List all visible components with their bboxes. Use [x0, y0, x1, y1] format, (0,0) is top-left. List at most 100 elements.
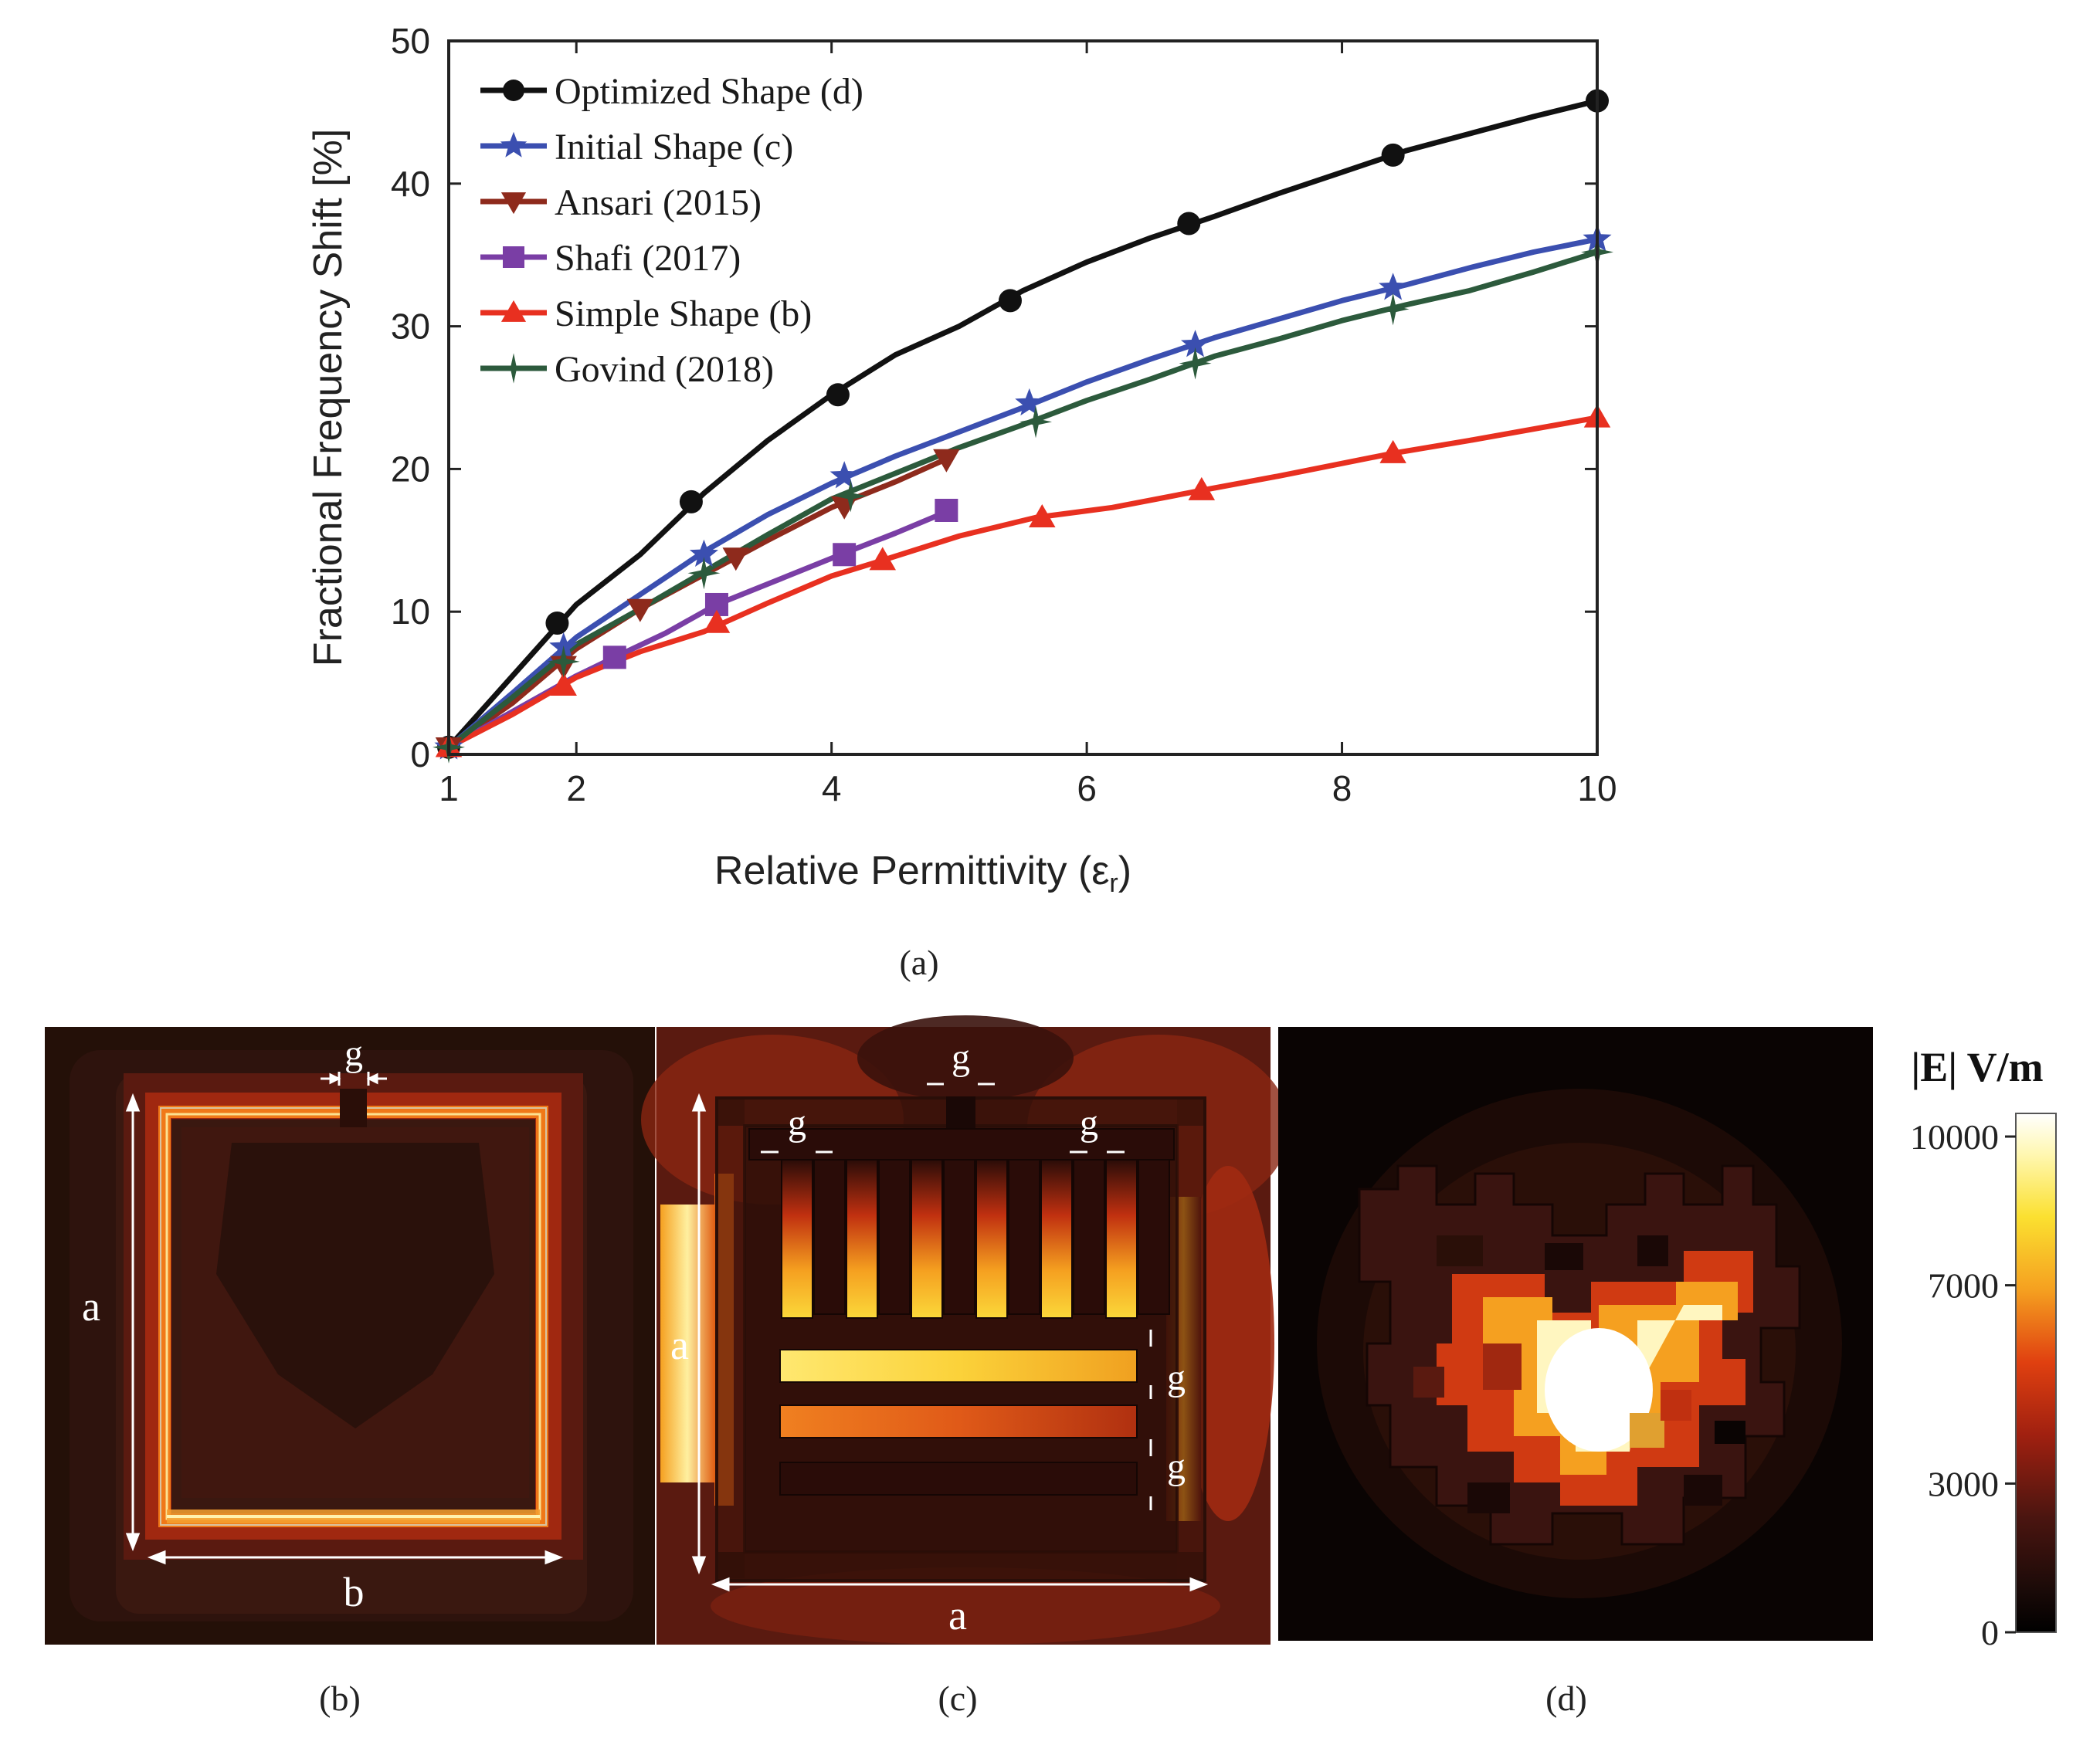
data-point-simple-shape-b — [703, 609, 731, 633]
series-line-shafi-2017 — [446, 509, 949, 751]
panel-c-label-g-left: g — [788, 1103, 806, 1144]
data-point-optimized-shape-d — [545, 611, 569, 635]
panel-d-caption: (d) — [1545, 1679, 1587, 1718]
panel-c-finger — [846, 1159, 878, 1319]
legend-marker-initial-shape-c — [500, 131, 528, 158]
data-point-govind-2018 — [1179, 347, 1212, 380]
panel-c-bar-3 — [779, 1462, 1138, 1496]
panel-b-caption: (b) — [319, 1679, 361, 1718]
x-tick-label: 10 — [1577, 768, 1617, 808]
panel-c-finger — [1105, 1159, 1138, 1319]
data-point-simple-shape-b — [1029, 503, 1056, 527]
x-axis-label-subscript: r — [1109, 869, 1118, 898]
data-point-optimized-shape-d — [679, 490, 703, 513]
data-point-govind-2018 — [687, 557, 721, 590]
data-point-initial-shape-c — [1379, 273, 1408, 300]
panel-d-hole — [1413, 1367, 1444, 1398]
panel-c-finger-dark — [1073, 1159, 1105, 1315]
panel-c-label-a-side: a — [670, 1322, 689, 1368]
panel-d-hole — [1715, 1421, 1745, 1444]
y-tick-label: 20 — [391, 449, 430, 489]
x-tick-label: 1 — [439, 768, 459, 808]
legend-marker-simple-shape-b — [500, 300, 527, 322]
x-tick-label: 2 — [566, 768, 586, 808]
data-point-ansari-2015 — [722, 547, 749, 571]
series-line-optimized-shape-d — [446, 98, 1600, 751]
x-tick-label: 6 — [1077, 768, 1097, 808]
colorbar-tick-label: 3000 — [1928, 1464, 1999, 1503]
panel-d-hole — [1637, 1235, 1668, 1266]
data-point-simple-shape-b — [1188, 476, 1216, 500]
panel-c-label-g-bar-2: g — [1167, 1446, 1186, 1487]
data-point-initial-shape-c — [1015, 388, 1044, 416]
data-point-ansari-2015 — [933, 449, 960, 473]
panel-c-finger-dark — [878, 1159, 911, 1315]
panel-c-a-arrowhead-top — [691, 1093, 707, 1112]
y-tick-label: 10 — [391, 591, 430, 632]
x-tick-label: 8 — [1332, 768, 1352, 808]
panel-c-finger-dark — [813, 1159, 846, 1315]
panel-c-label-a-bottom: a — [948, 1592, 967, 1638]
panel-d-hole — [1437, 1235, 1483, 1266]
data-point-simple-shape-b — [1379, 439, 1406, 463]
panel-c-frame-right — [1177, 1100, 1203, 1578]
panel-b-a-arrowhead-top — [125, 1093, 141, 1112]
data-point-optimized-shape-d — [998, 289, 1022, 313]
legend: Optimized Shape (d) Initial Shape (c) Ansa… — [480, 71, 863, 390]
panel-c-caption: (c) — [938, 1679, 977, 1718]
panel-c-label-g-bar-1: g — [1167, 1357, 1186, 1398]
y-axis-label: Fractional Frequency Shift [%] — [306, 129, 351, 667]
legend-marker-optimized-shape-d — [503, 80, 524, 101]
panel-c-bar-2 — [779, 1404, 1138, 1438]
data-point-govind-2018 — [547, 645, 580, 678]
data-point-shafi-2017 — [602, 645, 626, 669]
legend-marker-govind-2018 — [498, 353, 529, 384]
panel-c-finger — [1040, 1159, 1073, 1319]
series-line-simple-shape-b — [446, 415, 1600, 751]
panel-c-field-map: g g g a g g a (c) — [641, 1015, 1290, 1718]
line-chart: 0 10 20 30 40 50 1 2 4 6 8 10 Optimized Shape (d) I… — [306, 21, 1617, 982]
panel-c-label-g-right: g — [1080, 1103, 1098, 1144]
panel-d-hole — [1661, 1390, 1691, 1421]
panel-c-finger — [911, 1159, 943, 1319]
panel-c-a-arrowhead-left — [711, 1577, 730, 1592]
panel-b-label-g: g — [344, 1033, 363, 1074]
colorbar-tick-label: 10000 — [1910, 1117, 1999, 1157]
panel-b-b-arrowhead-right — [545, 1550, 564, 1565]
colorbar-tick-label: 7000 — [1928, 1266, 1999, 1306]
panel-c-finger — [975, 1159, 1008, 1319]
x-axis-label-close: ) — [1118, 849, 1131, 893]
panel-c-finger — [781, 1159, 813, 1319]
panel-c-finger-dark — [1138, 1159, 1170, 1315]
y-axis-ticks: 0 10 20 30 40 50 — [391, 21, 1597, 774]
colorbar-tick-label: 0 — [1981, 1613, 1999, 1652]
data-point-govind-2018 — [1019, 405, 1053, 439]
legend-marker-ansari-2015 — [500, 192, 527, 215]
panel-d-hole — [1483, 1343, 1522, 1390]
plot-frame — [447, 39, 1599, 756]
data-point-initial-shape-c — [829, 461, 859, 489]
x-axis-label-main: Relative Permittivity (ε — [714, 849, 1110, 893]
panel-b-dimensions — [125, 1072, 564, 1565]
panel-c-frame-left — [718, 1100, 745, 1578]
data-point-shafi-2017 — [833, 543, 857, 567]
panel-c-a-arrowhead-bottom — [691, 1556, 707, 1575]
panel-c-fingers — [781, 1159, 1170, 1319]
y-tick-label: 40 — [391, 164, 430, 204]
panel-b-label-b: b — [344, 1569, 365, 1615]
colorbar-title: |E| V/m — [1911, 1044, 2043, 1090]
legend-label-ansari-2015: Ansari (2015) — [555, 182, 762, 223]
x-axis-label: Relative Permittivity (εr) — [714, 849, 1131, 898]
panel-c-frame-bottom — [718, 1552, 1203, 1579]
legend-label-optimized-shape-d: Optimized Shape (d) — [555, 71, 863, 112]
data-point-initial-shape-c — [689, 539, 718, 568]
legend-label-initial-shape-c: Initial Shape (c) — [555, 127, 793, 168]
data-point-optimized-shape-d — [1381, 143, 1405, 167]
panel-d-hole — [1684, 1475, 1722, 1506]
data-point-optimized-shape-d — [826, 383, 850, 407]
panel-b-bottom-edge-bright — [167, 1515, 540, 1518]
y-tick-label: 50 — [391, 21, 430, 61]
data-point-initial-shape-c — [1181, 330, 1210, 357]
